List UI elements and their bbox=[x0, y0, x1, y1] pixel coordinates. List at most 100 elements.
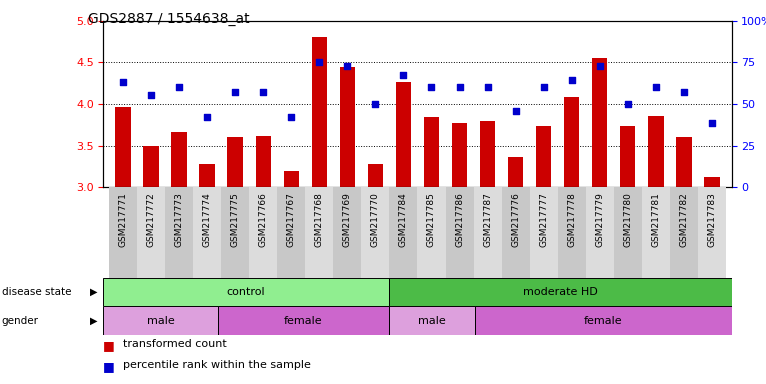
Bar bbox=[193, 187, 221, 278]
Point bbox=[453, 83, 466, 89]
Text: transformed count: transformed count bbox=[123, 339, 226, 349]
Bar bbox=[502, 187, 529, 278]
Bar bbox=[172, 131, 187, 187]
Bar bbox=[529, 187, 558, 278]
Bar bbox=[109, 187, 137, 278]
Bar bbox=[277, 187, 306, 278]
Bar bbox=[368, 164, 383, 187]
Bar bbox=[614, 187, 642, 278]
Bar bbox=[536, 126, 552, 187]
Bar bbox=[249, 187, 277, 278]
Point bbox=[117, 78, 129, 84]
Text: GSM217774: GSM217774 bbox=[203, 192, 211, 247]
Bar bbox=[199, 164, 215, 187]
Bar bbox=[473, 187, 502, 278]
Bar bbox=[389, 306, 475, 335]
Point bbox=[650, 83, 662, 89]
Bar bbox=[143, 146, 159, 187]
Bar bbox=[446, 187, 473, 278]
Text: GSM217779: GSM217779 bbox=[595, 192, 604, 247]
Bar bbox=[558, 187, 586, 278]
Bar bbox=[424, 118, 439, 187]
Bar bbox=[396, 83, 411, 187]
Text: disease state: disease state bbox=[2, 287, 71, 297]
Text: female: female bbox=[584, 316, 622, 326]
Text: GSM217775: GSM217775 bbox=[231, 192, 240, 247]
Text: GSM217776: GSM217776 bbox=[511, 192, 520, 247]
Point bbox=[594, 63, 606, 69]
Bar bbox=[362, 187, 389, 278]
Text: percentile rank within the sample: percentile rank within the sample bbox=[123, 360, 310, 370]
Text: GSM217786: GSM217786 bbox=[455, 192, 464, 247]
Text: ▶: ▶ bbox=[90, 316, 97, 326]
Point bbox=[678, 89, 690, 96]
Point bbox=[622, 101, 634, 107]
Bar bbox=[417, 187, 446, 278]
Bar bbox=[676, 137, 692, 187]
Text: GSM217769: GSM217769 bbox=[343, 192, 352, 247]
Point bbox=[369, 101, 381, 107]
Bar bbox=[586, 187, 614, 278]
Point bbox=[145, 92, 157, 98]
Text: GSM217783: GSM217783 bbox=[708, 192, 716, 247]
Point bbox=[398, 72, 410, 78]
Bar bbox=[648, 116, 663, 187]
Text: GSM217787: GSM217787 bbox=[483, 192, 492, 247]
Point bbox=[173, 83, 185, 89]
Text: GSM217771: GSM217771 bbox=[119, 192, 127, 247]
Text: male: male bbox=[146, 316, 175, 326]
Text: control: control bbox=[227, 287, 266, 297]
Text: GSM217767: GSM217767 bbox=[286, 192, 296, 247]
Bar bbox=[256, 136, 271, 187]
Bar bbox=[333, 187, 362, 278]
Point bbox=[425, 83, 437, 89]
Bar bbox=[592, 58, 607, 187]
Point bbox=[705, 120, 718, 126]
Point bbox=[229, 89, 241, 96]
Text: GDS2887 / 1554638_at: GDS2887 / 1554638_at bbox=[88, 12, 250, 25]
Bar bbox=[480, 121, 496, 187]
Point bbox=[482, 83, 494, 89]
Text: moderate HD: moderate HD bbox=[523, 287, 597, 297]
Bar bbox=[669, 187, 698, 278]
Bar bbox=[312, 38, 327, 187]
Bar bbox=[389, 187, 417, 278]
Text: GSM217781: GSM217781 bbox=[651, 192, 660, 247]
Bar bbox=[389, 278, 732, 306]
Bar bbox=[103, 278, 389, 306]
Text: GSM217782: GSM217782 bbox=[679, 192, 689, 247]
Bar bbox=[283, 170, 299, 187]
Point bbox=[509, 108, 522, 114]
Text: female: female bbox=[284, 316, 322, 326]
Bar bbox=[165, 187, 193, 278]
Text: ▶: ▶ bbox=[90, 287, 97, 297]
Bar bbox=[508, 157, 523, 187]
Text: GSM217768: GSM217768 bbox=[315, 192, 324, 247]
Bar bbox=[475, 306, 732, 335]
Bar bbox=[339, 68, 355, 187]
Text: ■: ■ bbox=[103, 339, 119, 352]
Text: GSM217777: GSM217777 bbox=[539, 192, 548, 247]
Bar bbox=[704, 177, 719, 187]
Bar bbox=[228, 137, 243, 187]
Text: GSM217780: GSM217780 bbox=[624, 192, 632, 247]
Bar bbox=[620, 126, 636, 187]
Text: GSM217773: GSM217773 bbox=[175, 192, 184, 247]
Text: GSM217784: GSM217784 bbox=[399, 192, 408, 247]
Point bbox=[257, 89, 270, 96]
Bar bbox=[642, 187, 669, 278]
Point bbox=[565, 77, 578, 83]
Point bbox=[201, 114, 213, 121]
Text: GSM217770: GSM217770 bbox=[371, 192, 380, 247]
Bar bbox=[221, 187, 249, 278]
Point bbox=[341, 63, 353, 69]
Point bbox=[313, 60, 326, 66]
Bar bbox=[564, 98, 579, 187]
Text: GSM217785: GSM217785 bbox=[427, 192, 436, 247]
Bar bbox=[137, 187, 165, 278]
Text: GSM217778: GSM217778 bbox=[567, 192, 576, 247]
Text: male: male bbox=[418, 316, 446, 326]
Bar bbox=[116, 106, 131, 187]
Text: GSM217772: GSM217772 bbox=[146, 192, 155, 247]
Bar bbox=[218, 306, 389, 335]
